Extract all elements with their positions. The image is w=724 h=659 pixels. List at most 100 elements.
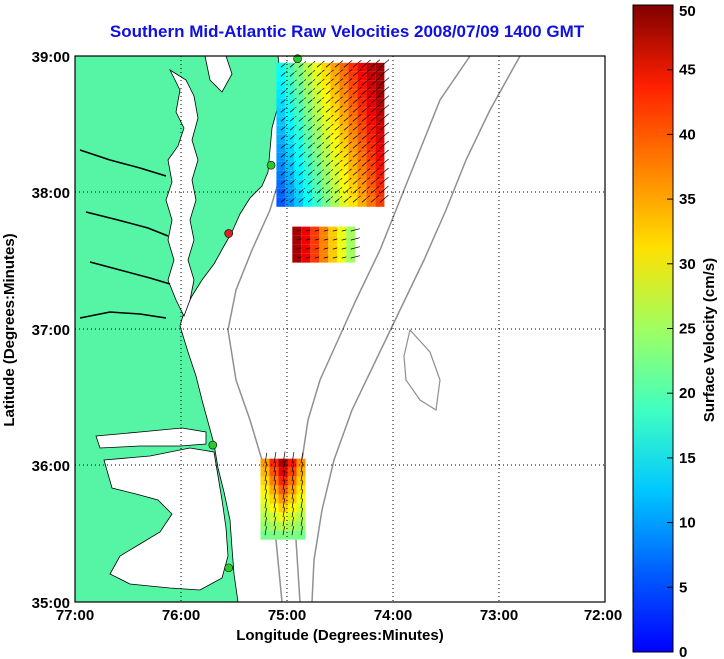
velocity-vector — [379, 185, 389, 194]
velocity-vector — [316, 105, 325, 113]
velocity-vector — [370, 168, 380, 176]
velocity-vector — [343, 132, 352, 140]
velocity-vector — [264, 507, 267, 518]
x-tick-label: 72:00 — [584, 607, 622, 624]
velocity-vector — [334, 196, 343, 203]
velocity-vector — [264, 471, 268, 482]
velocity-vector — [379, 140, 389, 149]
velocity-vector — [352, 68, 362, 77]
velocity-vector — [379, 194, 389, 203]
velocity-vector — [343, 141, 352, 149]
velocity-vector — [370, 104, 380, 113]
colorbar-tick-label: 25 — [679, 321, 696, 338]
york-river — [89, 261, 171, 285]
velocity-vector — [370, 186, 380, 194]
velocity-vector — [350, 228, 360, 232]
x-axis-label: Longitude (Degrees:Minutes) — [236, 627, 444, 644]
velocity-vector — [343, 114, 353, 122]
contour-deep — [311, 56, 521, 602]
velocity-vector — [325, 60, 334, 68]
velocity-vector — [325, 96, 334, 104]
velocity-vector — [300, 507, 303, 518]
station-marker — [224, 229, 233, 238]
velocity-vector — [282, 526, 285, 536]
velocity-vector — [352, 141, 362, 149]
velocity-vector — [264, 526, 267, 536]
velocity-vector — [325, 169, 334, 176]
y-tick-label: 37:00 — [32, 322, 70, 339]
velocity-vector — [298, 124, 306, 131]
velocity-vector — [379, 59, 390, 68]
velocity-vector — [379, 113, 390, 122]
velocity-vector — [352, 186, 361, 194]
velocity-vector — [289, 79, 297, 86]
velocity-vector — [316, 78, 325, 86]
velocity-vector — [282, 516, 285, 527]
velocity-vector — [379, 176, 389, 185]
velocity-vector — [264, 517, 267, 527]
velocity-vector — [291, 526, 294, 536]
velocity-vector — [273, 479, 277, 491]
velocity-vector — [334, 60, 344, 68]
colorbar-tick-label: 0 — [679, 644, 687, 659]
delaware-bay — [204, 56, 233, 93]
velocity-vector — [370, 122, 380, 131]
velocity-vector — [282, 507, 286, 518]
y-tick-label: 35:00 — [32, 595, 70, 612]
velocity-vector — [334, 69, 344, 77]
velocity-vector — [316, 169, 324, 176]
velocity-vector — [325, 178, 334, 185]
velocity-vector — [298, 79, 306, 86]
velocity-vector — [298, 97, 306, 104]
velocity-vector — [325, 78, 334, 86]
velocity-vector — [370, 95, 380, 104]
velocity-region — [276, 59, 390, 207]
velocity-vector — [370, 177, 380, 185]
velocity-vector — [352, 123, 362, 131]
albemarle-sound — [95, 427, 207, 449]
y-tick-label: 36:00 — [32, 458, 70, 475]
velocity-vector — [298, 70, 307, 77]
velocity-vector — [334, 159, 343, 167]
velocity-vector — [298, 142, 306, 149]
velocity-vector — [343, 177, 352, 185]
velocity-vector — [334, 123, 343, 131]
velocity-vector — [325, 114, 334, 122]
velocity-vector — [379, 95, 390, 104]
velocity-vector — [325, 151, 334, 158]
velocity-vector — [352, 59, 362, 68]
velocity-vector — [343, 78, 353, 86]
colorbar-tick-label: 35 — [679, 191, 696, 208]
velocity-vector — [289, 97, 297, 104]
velocity-vector — [316, 96, 325, 104]
velocity-vector — [334, 114, 343, 122]
velocity-vector — [298, 88, 306, 95]
velocity-vector — [273, 507, 277, 518]
velocity-vector — [316, 115, 325, 122]
station-markers — [208, 54, 302, 573]
y-axis-label: Latitude (Degrees:Minutes) — [1, 233, 18, 426]
velocity-vector — [361, 159, 371, 167]
velocity-vector — [343, 96, 353, 104]
velocity-vector — [289, 70, 297, 77]
velocity-vector — [282, 451, 286, 464]
velocity-vector — [352, 159, 362, 167]
velocity-vector — [291, 507, 295, 518]
velocity-vector — [325, 196, 334, 203]
velocity-vector — [316, 60, 325, 68]
y-tick-label: 38:00 — [32, 185, 70, 202]
velocity-vector — [325, 132, 334, 140]
velocity-vector — [370, 140, 380, 149]
station-marker — [266, 160, 276, 170]
velocity-vector — [291, 479, 295, 491]
velocity-vector — [350, 237, 360, 241]
colorbar-tick-label: 20 — [679, 385, 696, 402]
velocity-vector — [300, 480, 304, 491]
velocity-vector — [334, 96, 343, 104]
velocity-vector — [361, 150, 371, 158]
velocity-vector — [264, 480, 268, 491]
map-title: Southern Mid-Atlantic Raw Velocities 200… — [109, 22, 585, 41]
velocity-vector — [361, 86, 371, 95]
velocity-vector — [300, 489, 304, 500]
